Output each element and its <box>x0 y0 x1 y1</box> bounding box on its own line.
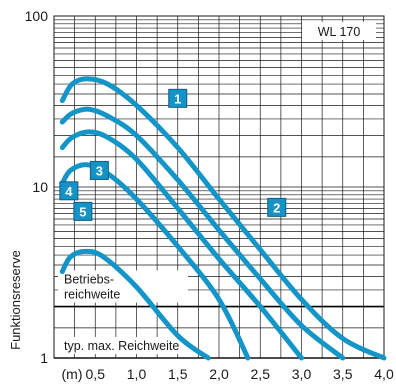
x-tick-label: 3,0 <box>292 366 312 382</box>
reference-line-label: typ. max. Reichweite <box>64 339 179 353</box>
series-badge-3: 3 <box>89 160 109 180</box>
y-tick-labels: 1 10 100 <box>25 8 49 366</box>
x-tick-labels: 0,5 1,0 1,5 2,0 2,5 3,0 3,5 4,0 <box>86 366 394 382</box>
plot-frame <box>53 15 385 359</box>
y-tick-label: 10 <box>32 179 48 195</box>
series-badge-box <box>168 88 188 108</box>
reference-label-background <box>58 337 194 354</box>
series-badge-box <box>89 160 109 180</box>
x-tick-label: 2,5 <box>251 366 271 382</box>
series-badge-1: 1 <box>168 88 188 108</box>
y-axis-title: Funktionsreserve <box>8 250 23 350</box>
series-badge-number: 1 <box>174 91 181 106</box>
x-tick-label: 1,0 <box>127 366 147 382</box>
series-badges: 1 2 3 45 <box>59 88 287 221</box>
reference-line-label: reichweite <box>64 288 120 302</box>
series-badge-4: 4 <box>59 181 79 201</box>
series-badge-number: 3 <box>96 163 103 178</box>
series-badge-box <box>267 197 287 217</box>
series-badge-number: 4 <box>65 184 73 199</box>
series-curve-5 <box>59 248 211 361</box>
x-tick-label: 1,5 <box>168 366 188 382</box>
series-badge-5: 5 <box>73 201 93 221</box>
series-curves <box>59 76 387 361</box>
series-badge-number: 2 <box>273 200 280 215</box>
y-tick-label: 100 <box>25 8 49 24</box>
series-badge-box <box>59 181 79 201</box>
reference-line-label: Betriebs- <box>64 273 114 287</box>
legend-label: WL 170 <box>318 25 361 39</box>
x-tick-label: 4,0 <box>374 366 394 382</box>
x-unit-label: (m) <box>62 366 83 382</box>
series-curve-4 <box>59 162 251 361</box>
x-tick-label: 0,5 <box>86 366 106 382</box>
x-tick-label: 3,5 <box>333 366 353 382</box>
legend-box: WL 170 <box>302 22 376 40</box>
y-tick-label: 1 <box>40 350 48 366</box>
legend-box-background <box>302 22 376 40</box>
series-badge-box <box>73 201 93 221</box>
x-tick-label: 2,0 <box>209 366 229 382</box>
series-curve-1 <box>59 76 387 361</box>
series-curve-3 <box>59 129 304 361</box>
series-badge-2: 2 <box>267 197 287 217</box>
series-badge-number: 5 <box>79 204 86 219</box>
series-curve-2 <box>59 106 346 361</box>
